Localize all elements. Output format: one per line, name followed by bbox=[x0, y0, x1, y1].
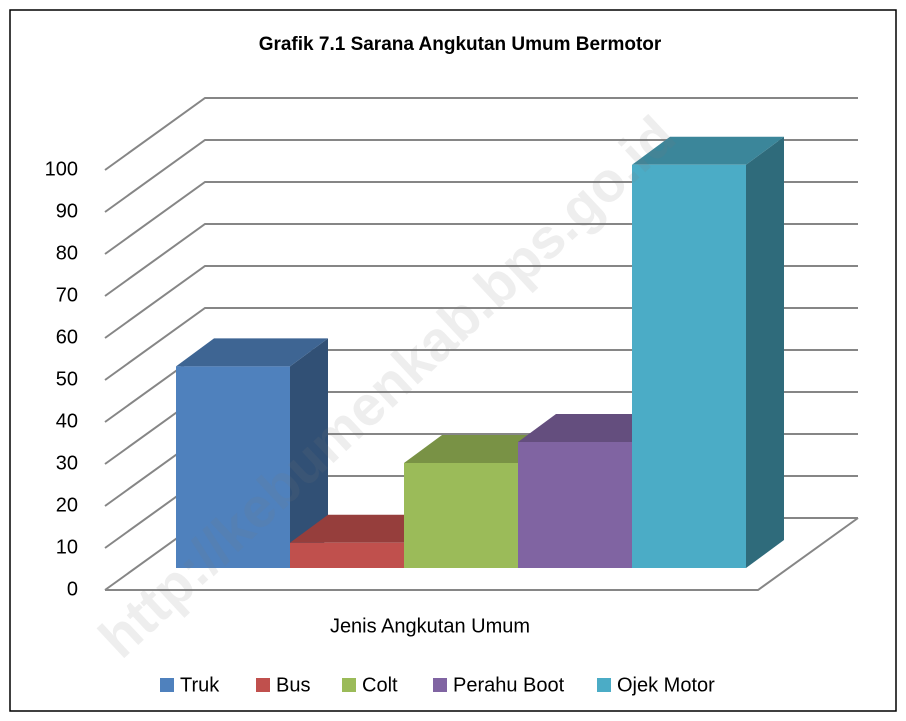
y-tick-label: 80 bbox=[56, 242, 78, 264]
bar bbox=[632, 164, 746, 569]
floor-edge bbox=[105, 517, 859, 591]
legend-swatch bbox=[342, 678, 356, 692]
bar bbox=[176, 366, 290, 568]
grid-line bbox=[104, 139, 858, 213]
legend-label: Colt bbox=[362, 674, 398, 696]
bar-side bbox=[746, 136, 784, 569]
bar-top bbox=[176, 338, 328, 367]
y-tick-label: 100 bbox=[45, 158, 78, 180]
x-axis-label: Jenis Angkutan Umum bbox=[330, 615, 530, 637]
legend-label: Bus bbox=[276, 674, 310, 696]
grid-line bbox=[104, 97, 858, 171]
legend-swatch bbox=[256, 678, 270, 692]
y-tick-label: 90 bbox=[56, 200, 78, 222]
bar-top bbox=[632, 136, 784, 165]
bar bbox=[518, 442, 632, 568]
y-tick-label: 30 bbox=[56, 452, 78, 474]
y-tick-label: 70 bbox=[56, 284, 78, 306]
legend-label: Truk bbox=[180, 674, 220, 696]
legend-label: Ojek Motor bbox=[617, 674, 715, 696]
y-tick-label: 50 bbox=[56, 368, 78, 390]
bar bbox=[290, 542, 404, 568]
legend-swatch bbox=[597, 678, 611, 692]
y-tick-label: 10 bbox=[56, 536, 78, 558]
legend-label: Perahu Boot bbox=[453, 674, 565, 696]
y-tick-label: 60 bbox=[56, 326, 78, 348]
y-tick-label: 20 bbox=[56, 494, 78, 516]
legend-swatch bbox=[160, 678, 174, 692]
legend-swatch bbox=[433, 678, 447, 692]
y-tick-label: 40 bbox=[56, 410, 78, 432]
chart-title: Grafik 7.1 Sarana Angkutan Umum Bermotor bbox=[259, 34, 662, 55]
bar-side bbox=[290, 338, 328, 568]
bar bbox=[404, 463, 518, 568]
y-tick-label: 0 bbox=[67, 578, 78, 600]
